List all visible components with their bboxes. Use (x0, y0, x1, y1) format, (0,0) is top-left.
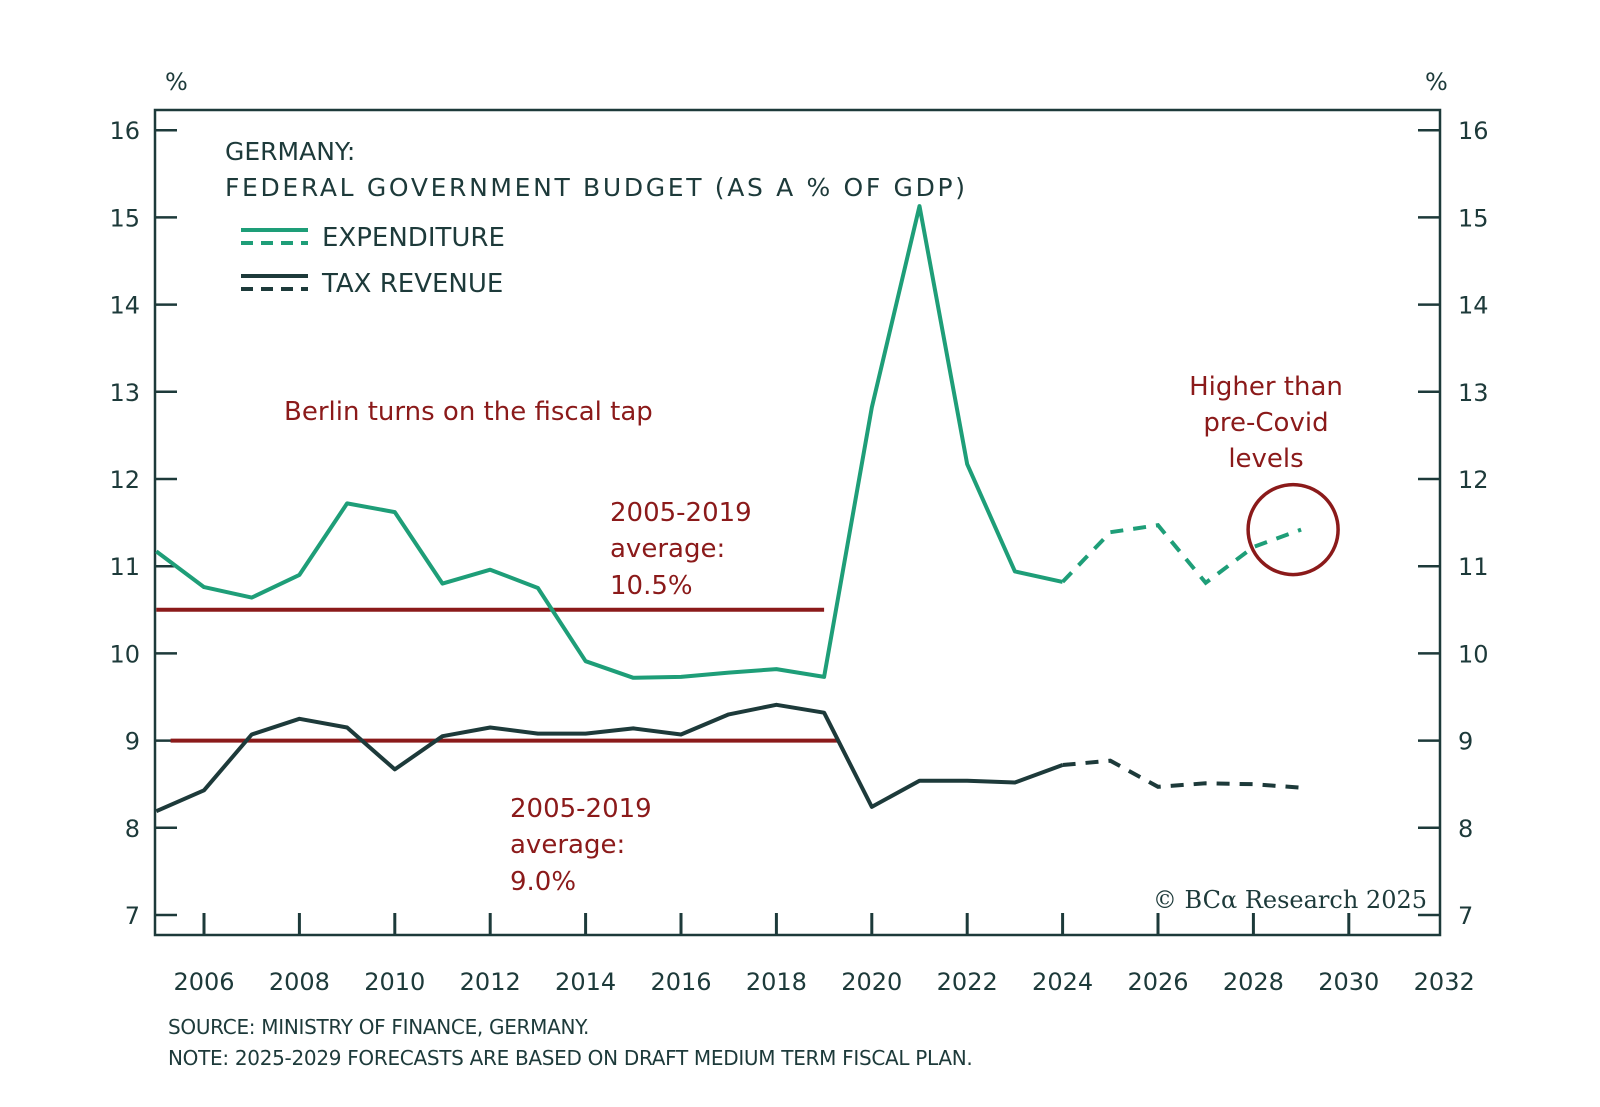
headline-annotation: Berlin turns on the fiscal tap (284, 397, 653, 427)
x-tick-label: 2022 (937, 968, 998, 996)
x-tick-label: 2032 (1414, 968, 1475, 996)
x-tick-label: 2016 (650, 968, 711, 996)
x-tick-label: 2018 (746, 968, 807, 996)
expenditure-line-actual (155, 204, 1064, 680)
y-tick-label-right: 14 (1458, 292, 1489, 320)
legend-item-tax-revenue: TAX REVENUE (241, 269, 503, 299)
y-tick-label-right: 11 (1458, 553, 1489, 581)
annotation-line: 2005-2019 (510, 794, 652, 824)
copyright: © BCα Research 2025 (1153, 886, 1427, 914)
annotation-line: 2005-2019 (610, 498, 752, 528)
y-tick-label-left: 10 (109, 640, 140, 668)
y-tick-label-right: 8 (1458, 815, 1473, 843)
y-tick-label-left: 8 (125, 815, 140, 843)
y-tick-label-left: 7 (125, 902, 140, 930)
annotation-line: Higher than (1189, 372, 1343, 402)
annotation-line: pre-Covid (1203, 408, 1328, 438)
chart-subtitle: FEDERAL GOVERNMENT BUDGET (AS A % OF GDP… (225, 173, 965, 202)
y-tick-label-right: 13 (1458, 379, 1489, 407)
plot-frame (153, 108, 1442, 937)
annotation-line: average: (510, 830, 625, 860)
y-tick-label-right: 16 (1458, 117, 1489, 145)
expenditure-line-forecast (1061, 523, 1302, 586)
x-tick-label: 2008 (269, 968, 330, 996)
x-tick-label: 2026 (1127, 968, 1188, 996)
annotation-line: 10.5% (610, 571, 693, 601)
legend-item-expenditure: EXPENDITURE (241, 223, 505, 253)
forecast-note: NOTE: 2025-2029 FORECASTS ARE BASED ON D… (168, 1046, 973, 1070)
highlight-circle (1246, 482, 1340, 577)
y-tick-label-right: 7 (1458, 902, 1473, 930)
x-tick-label: 2010 (364, 968, 425, 996)
right-axis-unit: % (1425, 68, 1448, 96)
x-tick-label: 2006 (173, 968, 234, 996)
chart-title: GERMANY: (225, 137, 355, 166)
annotation-line: levels (1228, 444, 1303, 474)
y-tick-label-left: 14 (109, 292, 140, 320)
x-tick-label: 2012 (460, 968, 521, 996)
tax-revenue-line-forecast (1062, 758, 1302, 790)
y-tick-label-right: 10 (1458, 640, 1489, 668)
left-axis-unit: % (165, 68, 188, 96)
y-tick-label-right: 15 (1458, 204, 1489, 232)
source-note: SOURCE: MINISTRY OF FINANCE, GERMANY. (168, 1015, 590, 1039)
y-tick-label-left: 13 (109, 379, 140, 407)
x-tick-label: 2024 (1032, 968, 1093, 996)
expenditure-average-annotation: 2005-2019 average: 10.5% (610, 498, 752, 601)
legend: EXPENDITURE TAX REVENUE (241, 223, 505, 299)
legend-label: EXPENDITURE (322, 223, 505, 253)
y-tick-label-left: 9 (125, 728, 140, 756)
y-tick-label-right: 12 (1458, 466, 1489, 494)
higher-than-precovid-annotation: Higher than pre-Covid levels (1189, 372, 1343, 474)
x-tick-label: 2030 (1318, 968, 1379, 996)
x-tick-label: 2014 (555, 968, 616, 996)
y-tick-label-left: 15 (109, 204, 140, 232)
tax-revenue-line-actual (155, 702, 1064, 814)
annotation-line: average: (610, 534, 725, 564)
x-tick-label: 2028 (1223, 968, 1284, 996)
tax-average-annotation: 2005-2019 average: 9.0% (510, 794, 652, 897)
annotation-line: 9.0% (510, 867, 576, 897)
y-tick-label-left: 12 (109, 466, 140, 494)
y-tick-label-left: 16 (109, 117, 140, 145)
legend-label: TAX REVENUE (321, 269, 503, 299)
y-tick-label-right: 9 (1458, 728, 1473, 756)
y-tick-label-left: 11 (109, 553, 140, 581)
x-tick-label: 2020 (841, 968, 902, 996)
